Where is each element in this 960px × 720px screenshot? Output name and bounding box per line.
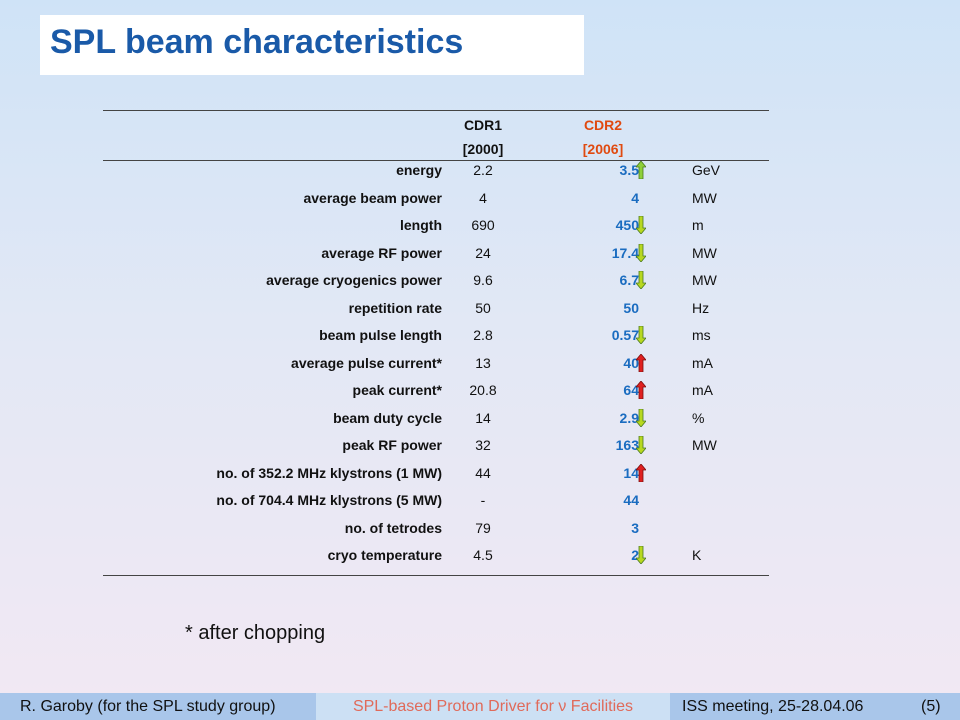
row-parameter: no. of tetrodes — [344, 519, 442, 536]
row-unit: GeV — [692, 162, 721, 178]
row-cdr1-value: 50 — [475, 299, 491, 316]
arrow-down-icon — [635, 408, 647, 428]
row-cdr1-value: 32 — [475, 437, 491, 453]
cdr2-header-line2: [2006] — [582, 141, 624, 157]
footer-meeting-info: ISS meeting, 25-28.04.06 (5) — [670, 693, 960, 720]
row-cdr1-value: 2.8 — [473, 327, 493, 343]
row-unit: ms — [692, 327, 711, 343]
row-cdr1-value: 44 — [475, 464, 491, 481]
row-cdr1-value: 14 — [475, 409, 491, 426]
row-parameter: average beam power — [303, 189, 442, 206]
row-cdr2-value: 3 — [631, 519, 639, 536]
footer-bar: R. Garoby (for the SPL study group) SPL-… — [0, 693, 960, 720]
row-cdr2-value: 2 — [631, 547, 639, 563]
row-unit: MW — [692, 189, 717, 206]
cdr1-header-line1: CDR1 — [463, 117, 503, 133]
row-cdr1-value: 2.2 — [473, 162, 493, 178]
footer-meeting: ISS meeting, 25-28.04.06 — [682, 698, 864, 715]
row-unit: K — [692, 547, 702, 563]
row-parameter: average pulse current* — [291, 354, 442, 371]
footnote: * after chopping — [185, 622, 326, 644]
row-parameter: cryo temperature — [327, 547, 442, 563]
row-cdr2-value: 3.5 — [619, 162, 639, 178]
row-parameter: length — [400, 217, 442, 233]
title-box: SPL beam characteristics — [40, 15, 584, 75]
cdr2-header-line1: CDR2 — [583, 117, 623, 133]
row-parameter: beam duty cycle — [333, 409, 442, 426]
row-parameter: energy — [396, 162, 442, 178]
arrow-up-icon — [635, 352, 647, 372]
slide-title: SPL beam characteristics — [50, 23, 464, 61]
row-parameter: repetition rate — [348, 299, 442, 316]
footer-page-number: (5) — [921, 698, 941, 715]
footer-talk-title: SPL-based Proton Driver for ν Facilities — [316, 693, 670, 720]
row-unit: MW — [692, 437, 717, 453]
row-unit: % — [692, 409, 705, 426]
row-cdr1-value: 13 — [475, 354, 491, 371]
row-cdr2-value: 450 — [615, 217, 639, 233]
row-cdr2-value: 0.57 — [611, 327, 639, 343]
row-cdr2-value: 40 — [623, 354, 639, 371]
row-unit: MW — [692, 244, 717, 261]
arrow-down-icon — [635, 435, 647, 455]
row-cdr1-value: 79 — [475, 519, 491, 536]
row-unit: Hz — [692, 299, 710, 316]
row-parameter: peak RF power — [342, 437, 442, 453]
row-cdr2-value: 6.7 — [619, 272, 639, 288]
arrow-down-icon — [635, 325, 647, 345]
arrow-down-icon — [635, 270, 647, 290]
row-unit: mA — [692, 354, 713, 371]
row-cdr2-value: 2.9 — [619, 409, 639, 426]
table-bottom-rule — [103, 575, 769, 576]
row-cdr1-value: - — [480, 492, 486, 508]
row-parameter: no. of 704.4 MHz klystrons (5 MW) — [216, 492, 442, 508]
footer-author: R. Garoby (for the SPL study group) — [0, 693, 316, 720]
row-cdr1-value: 24 — [475, 244, 491, 261]
row-cdr2-value: 44 — [623, 492, 639, 508]
cdr1-header-line2: [2000] — [462, 141, 504, 157]
row-cdr1-value: 690 — [471, 217, 495, 233]
row-unit: mA — [692, 382, 713, 398]
row-unit: MW — [692, 272, 717, 288]
arrow-down-icon — [635, 215, 647, 235]
row-parameter: no. of 352.2 MHz klystrons (1 MW) — [216, 464, 442, 481]
row-cdr1-value: 20.8 — [469, 382, 497, 398]
row-cdr2-value: 4 — [631, 189, 639, 206]
row-cdr2-value: 50 — [623, 299, 639, 316]
row-parameter: beam pulse length — [319, 327, 442, 343]
row-cdr2-value: 163 — [615, 437, 639, 453]
arrow-down-icon — [635, 243, 647, 263]
arrow-up-icon — [635, 160, 647, 180]
row-cdr2-value: 14 — [623, 464, 639, 481]
row-cdr1-value: 9.6 — [473, 272, 493, 288]
row-unit: m — [692, 217, 704, 233]
row-parameter: peak current* — [352, 382, 442, 398]
row-cdr2-value: 64 — [623, 382, 639, 398]
row-cdr1-value: 4.5 — [473, 547, 493, 563]
row-parameter: average RF power — [321, 244, 442, 261]
table-header-rule — [103, 160, 769, 161]
table-top-rule — [103, 110, 769, 111]
row-cdr1-value: 4 — [479, 189, 487, 206]
arrow-up-icon — [635, 462, 647, 482]
row-cdr2-value: 17.4 — [611, 244, 639, 261]
arrow-down-icon — [635, 545, 647, 565]
row-parameter: average cryogenics power — [266, 272, 442, 288]
arrow-up-icon — [635, 380, 647, 400]
